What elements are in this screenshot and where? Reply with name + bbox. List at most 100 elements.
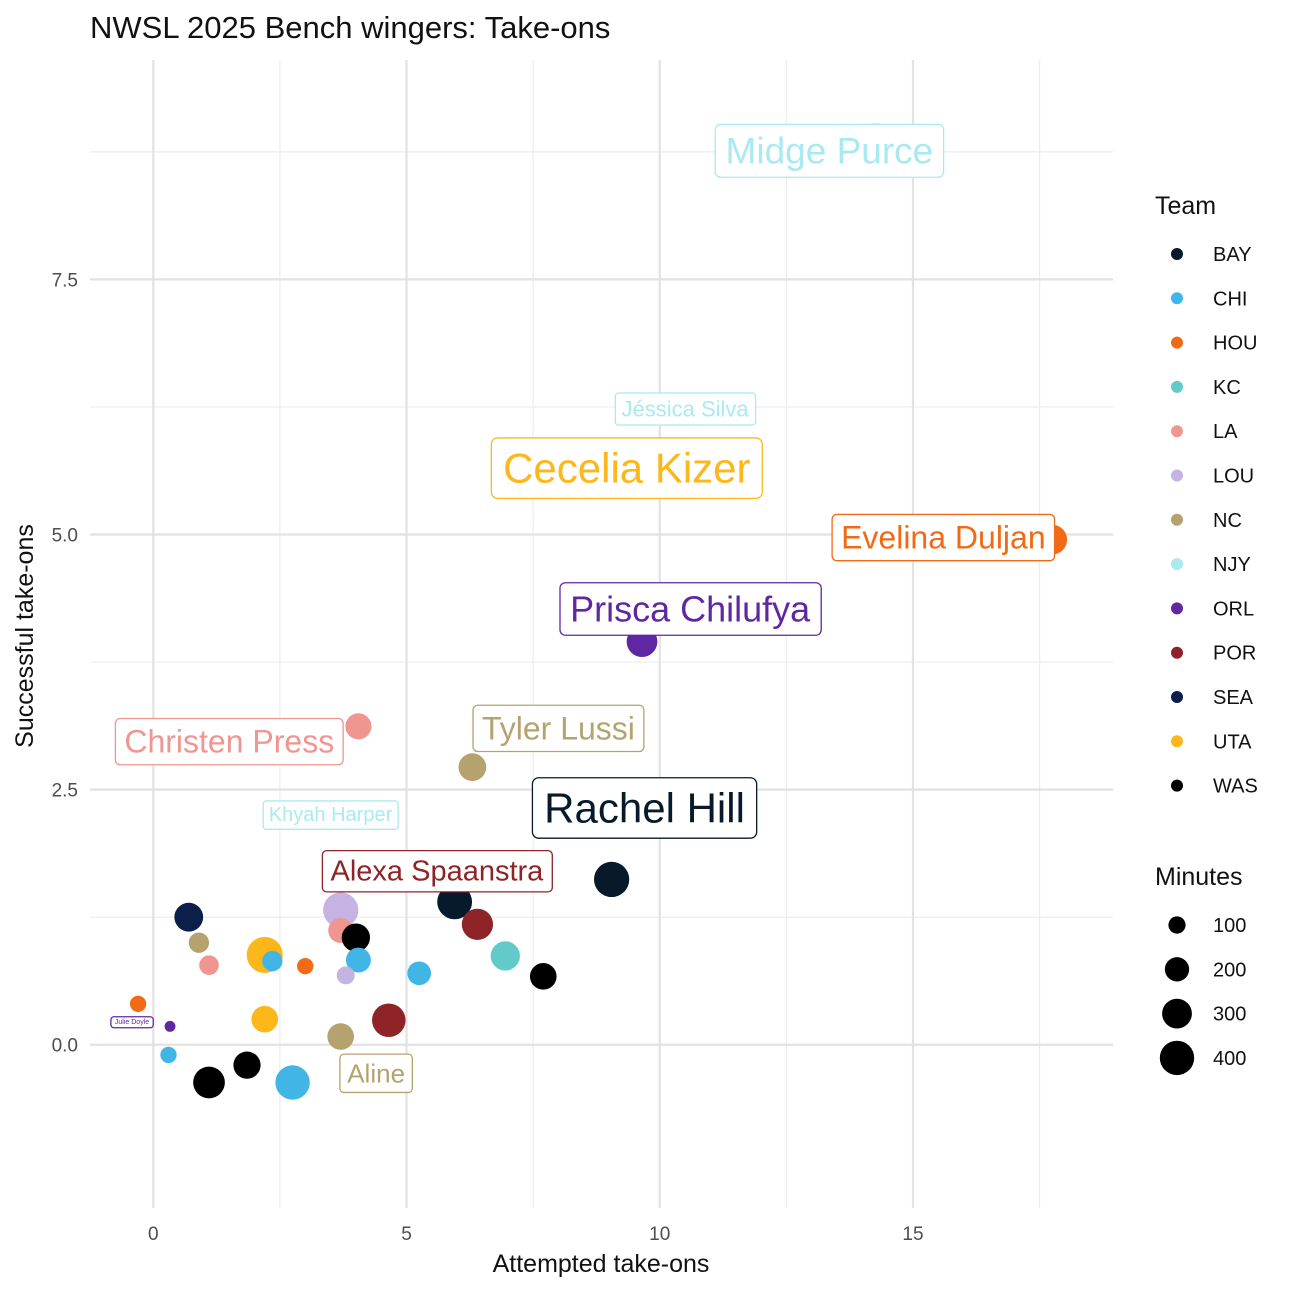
point-label-box: [339, 1053, 413, 1094]
point-label-box: [831, 513, 1056, 562]
data-point-chi: [160, 1046, 177, 1064]
point-label-box: [490, 437, 763, 500]
legend-team-label: KC: [1213, 377, 1241, 399]
legend-team-label: BAY: [1213, 244, 1252, 266]
legend-team-key-chi: [1171, 292, 1183, 305]
data-point-chi: [262, 950, 283, 972]
legend-minutes-key: [1162, 998, 1192, 1029]
point-label: Christen Press: [114, 717, 344, 766]
point-label-text: Prisca Chilufya: [570, 588, 811, 629]
point-label: Cecelia Kizer: [490, 437, 763, 500]
point-label-box: [114, 717, 344, 766]
point-label-box: [614, 392, 757, 426]
point-label-text: Rachel Hill: [544, 784, 745, 831]
point-label-text: Christen Press: [124, 724, 334, 760]
data-point-sea: [174, 902, 204, 932]
data-point-la: [345, 713, 372, 740]
legend-team-label: CHI: [1213, 288, 1247, 310]
point-label: Khyah Harper: [262, 800, 399, 830]
point-label: Jéssica Silva: [614, 392, 757, 426]
legend-team-label: ORL: [1213, 598, 1254, 620]
legend-team-key-was: [1171, 779, 1183, 792]
data-point-chi: [345, 947, 371, 973]
point-label-box: [531, 777, 758, 839]
point-label: Alexa Spaanstra: [321, 849, 553, 893]
point-label: Rachel Hill: [531, 777, 758, 839]
data-point-bay: [437, 884, 473, 920]
data-point-hou: [129, 995, 147, 1013]
data-point-kc: [490, 941, 520, 971]
legend-team-key-lou: [1171, 469, 1183, 482]
legend-minutes-label: 300: [1213, 1004, 1246, 1026]
point-label-text: Julie Doyle: [115, 1019, 149, 1026]
point-label-text: Khyah Harper: [269, 804, 393, 826]
legend-team-label: HOU: [1213, 333, 1257, 355]
point-label-box: [559, 582, 822, 636]
legend-team-key-por: [1171, 646, 1183, 659]
point-label-text: Tyler Lussi: [482, 710, 635, 746]
data-point-orl: [164, 1020, 176, 1032]
point-label-text: Jéssica Silva: [621, 396, 749, 421]
legend-team-label: NJY: [1213, 554, 1251, 576]
point-label-text: Cecelia Kizer: [503, 445, 750, 492]
x-tick-labels: 0 5 10 15: [148, 1224, 924, 1245]
legend-team-label: NC: [1213, 510, 1242, 532]
legend-team: Team BAY CHI HOU KC LA LOU NC NJY ORL POR SEA UTA WA…: [1155, 192, 1258, 798]
data-point-lou: [336, 966, 355, 985]
data-point-nc: [188, 932, 210, 953]
data-point-chi: [275, 1065, 310, 1100]
data-point-hou: [297, 957, 314, 975]
legend-minutes-key: [1164, 957, 1190, 982]
y-tick-label: 5.0: [52, 526, 78, 547]
point-label: Evelina Duljan: [831, 513, 1056, 562]
point-label-text: Evelina Duljan: [841, 520, 1046, 556]
legend-team-key-njy: [1171, 558, 1183, 571]
point-label-box: [714, 123, 945, 178]
point-label-text: Midge Purce: [726, 130, 934, 171]
y-tick-label: 2.5: [52, 781, 78, 802]
chart-title: NWSL 2025 Bench wingers: Take-ons: [90, 10, 610, 45]
legend-team-label: LA: [1213, 421, 1238, 443]
point-label-box: [262, 800, 399, 830]
data-point-was: [233, 1051, 261, 1079]
y-tick-labels: 0.0 2.5 5.0 7.5: [52, 270, 78, 1056]
legend-team-key-uta: [1171, 735, 1183, 748]
data-point-bay: [594, 861, 630, 898]
legend-team-label: SEA: [1213, 687, 1254, 709]
point-label-box: [321, 849, 553, 893]
y-axis-title: Successful take-ons: [11, 524, 39, 748]
point-label: Julie Doyle: [110, 1016, 154, 1029]
legend-team-title: Team: [1155, 192, 1216, 220]
point-label: Aline: [339, 1053, 413, 1094]
legend-team-label: LOU: [1213, 466, 1254, 488]
point-label: Prisca Chilufya: [559, 582, 822, 636]
legend-team-label: POR: [1213, 643, 1256, 665]
legend-minutes-key: [1159, 1040, 1195, 1076]
legend-team-label: UTA: [1213, 731, 1252, 753]
legend-minutes-label: 200: [1213, 959, 1246, 981]
data-point-por: [461, 908, 494, 940]
data-point-nc: [327, 1023, 355, 1050]
legend-minutes-title: Minutes: [1155, 863, 1243, 891]
point-labels: Midge Purce Jéssica Silva Cecelia Kizer Eve…: [110, 123, 1056, 1094]
legend-team-key-kc: [1171, 380, 1183, 393]
y-tick-label: 7.5: [52, 270, 78, 291]
legend-minutes-label: 100: [1213, 915, 1246, 937]
legend-minutes-label: 400: [1213, 1048, 1246, 1070]
data-point-uta: [251, 1005, 279, 1033]
data-point-was: [529, 963, 557, 990]
point-label: Tyler Lussi: [472, 704, 645, 753]
x-axis-title: Attempted take-ons: [493, 1250, 710, 1278]
legend-team-key-orl: [1171, 602, 1183, 615]
x-tick-label: 15: [902, 1224, 923, 1245]
legend-team-label: WAS: [1213, 776, 1258, 798]
legend-team-key-bay: [1171, 248, 1183, 260]
y-tick-label: 0.0: [52, 1036, 78, 1057]
data-point-nc: [458, 753, 487, 782]
data-point-chi: [407, 961, 432, 986]
legend-team-key-nc: [1171, 513, 1183, 526]
x-tick-label: 10: [649, 1224, 670, 1245]
legend-team-key-hou: [1171, 336, 1183, 349]
data-point-la: [199, 955, 219, 975]
